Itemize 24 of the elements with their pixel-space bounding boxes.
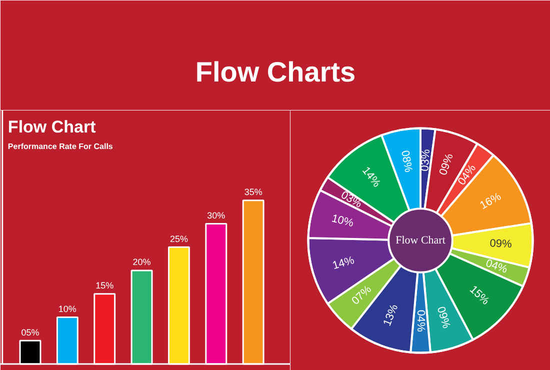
data-label: 09% — [434, 305, 452, 330]
data-label: 15% — [96, 280, 114, 291]
text: Flow Charts — [195, 56, 356, 88]
data-label: 25% — [170, 234, 188, 244]
data-label: 08% — [398, 150, 414, 174]
data-label: 03% — [338, 189, 364, 211]
data-label: 10% — [58, 304, 76, 314]
data-label: 04% — [414, 310, 426, 332]
data-label: 05% — [21, 327, 40, 338]
chart-subtitle: Performance Rate For Calls — [8, 142, 114, 151]
data-label: 14% — [331, 254, 356, 272]
data-label: 04% — [484, 257, 510, 276]
data-label: 09% — [490, 238, 512, 251]
data-label: 10% — [330, 212, 355, 230]
data-label: 20% — [132, 257, 151, 268]
text: Flow Chart — [396, 234, 446, 246]
data-label: 09% — [437, 152, 456, 177]
data-label: 30% — [207, 210, 226, 221]
data-label: 15% — [467, 284, 492, 308]
data-label: 13% — [381, 302, 401, 328]
data-label: 16% — [478, 190, 504, 212]
data-label: 35% — [244, 187, 262, 198]
chart-title: Flow Chart — [8, 117, 96, 136]
data-label: 07% — [350, 283, 374, 308]
